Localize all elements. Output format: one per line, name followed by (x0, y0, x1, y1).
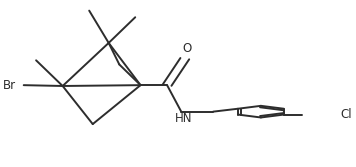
Text: O: O (182, 42, 191, 55)
Text: HN: HN (175, 112, 192, 125)
Text: Cl: Cl (341, 108, 352, 121)
Text: Br: Br (2, 79, 16, 92)
